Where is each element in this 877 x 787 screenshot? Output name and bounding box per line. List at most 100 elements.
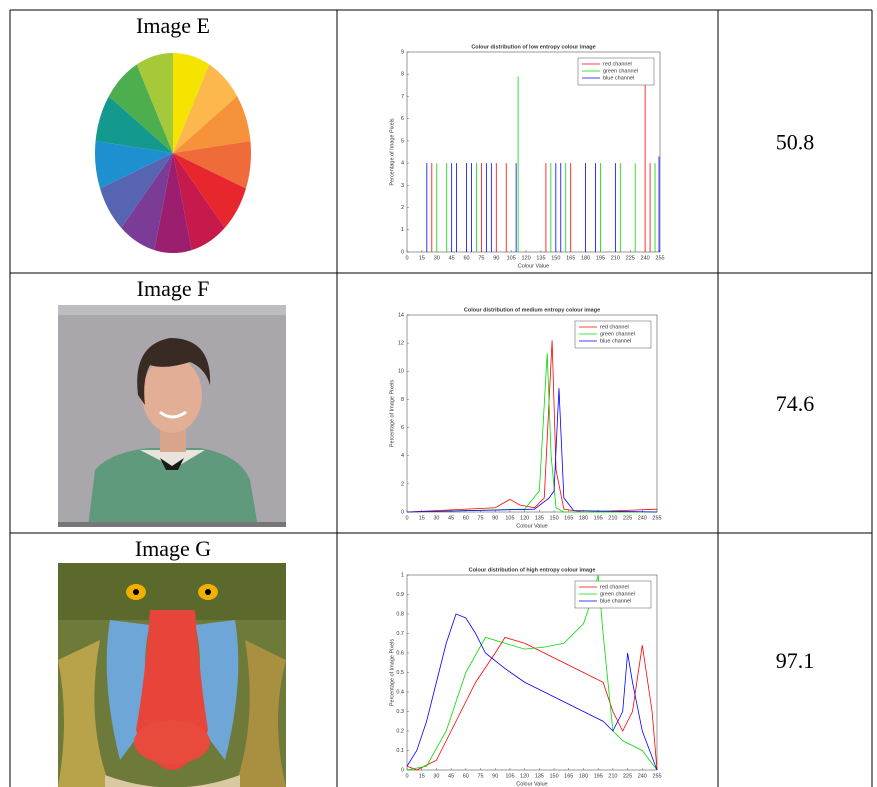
histogram-chart: Colour distribution of high entropy colo…: [389, 567, 661, 787]
entropy-value: 97.1: [776, 648, 815, 673]
x-tick-label: 255: [652, 515, 661, 521]
y-tick-label: 0.6: [396, 650, 404, 656]
x-tick-label: 165: [564, 515, 573, 521]
x-tick-label: 180: [581, 255, 590, 261]
y-tick-label: 1: [401, 572, 404, 578]
x-tick-label: 105: [505, 515, 514, 521]
image-f: [58, 305, 286, 527]
chart-title: Colour distribution of high entropy colo…: [469, 567, 596, 573]
x-tick-label: 150: [551, 255, 560, 261]
legend-label: blue channel: [603, 75, 634, 81]
y-tick-label: 0.4: [396, 689, 404, 695]
x-tick-label: 255: [655, 255, 664, 261]
x-tick-label: 0: [405, 515, 408, 521]
x-tick-label: 240: [638, 515, 647, 521]
image-e: [95, 53, 251, 253]
x-tick-label: 150: [549, 773, 558, 779]
y-tick-label: 0: [401, 767, 404, 773]
x-tick-label: 90: [492, 773, 498, 779]
y-tick-label: 6: [401, 425, 404, 431]
y-tick-label: 6: [401, 116, 404, 122]
x-tick-label: 210: [608, 773, 617, 779]
y-tick-label: 12: [398, 341, 404, 347]
y-tick-label: 4: [401, 453, 404, 459]
series-line: [407, 388, 657, 512]
x-tick-label: 225: [623, 773, 632, 779]
y-axis-label: Percentage of Image Pixels: [389, 118, 395, 186]
y-tick-label: 0.3: [396, 709, 404, 715]
y-tick-label: 7: [401, 94, 404, 100]
series-line: [407, 353, 657, 512]
x-tick-label: 195: [594, 773, 603, 779]
x-tick-label: 15: [419, 773, 425, 779]
x-tick-label: 15: [419, 255, 425, 261]
histogram-chart: Colour distribution of medium entropy co…: [389, 307, 661, 529]
x-tick-label: 75: [477, 773, 483, 779]
legend-label: red channel: [603, 61, 632, 67]
y-tick-label: 3: [401, 183, 404, 189]
x-tick-label: 75: [477, 515, 483, 521]
x-tick-label: 195: [596, 255, 605, 261]
series-line: [407, 637, 657, 770]
x-tick-label: 0: [405, 773, 408, 779]
x-tick-label: 135: [535, 515, 544, 521]
x-tick-label: 60: [463, 515, 469, 521]
entropy-value: 74.6: [776, 391, 815, 416]
image-label: Image F: [137, 276, 210, 301]
legend-label: red channel: [600, 584, 629, 590]
x-tick-label: 90: [493, 255, 499, 261]
y-tick-label: 2: [401, 481, 404, 487]
x-tick-label: 15: [419, 515, 425, 521]
x-tick-label: 195: [594, 515, 603, 521]
image-label: Image E: [136, 13, 210, 38]
y-tick-label: 8: [401, 397, 404, 403]
x-tick-label: 90: [492, 515, 498, 521]
chart-title: Colour distribution of medium entropy co…: [464, 307, 600, 313]
y-axis-label: Percentage of Image Pixels: [389, 380, 395, 448]
x-axis-label: Colour Value: [516, 523, 547, 529]
x-tick-label: 225: [623, 515, 632, 521]
y-tick-label: 5: [401, 138, 404, 144]
x-tick-label: 210: [608, 515, 617, 521]
x-tick-label: 165: [566, 255, 575, 261]
x-tick-label: 150: [549, 515, 558, 521]
x-tick-label: 30: [434, 255, 440, 261]
legend-label: green channel: [600, 591, 635, 597]
y-axis-label: Percentage of Image Pixels: [389, 639, 395, 707]
x-tick-label: 105: [505, 773, 514, 779]
x-tick-label: 45: [449, 255, 455, 261]
x-tick-label: 225: [626, 255, 635, 261]
image-label: Image G: [135, 536, 211, 561]
y-tick-label: 4: [401, 161, 404, 167]
legend-label: red channel: [600, 324, 629, 330]
x-tick-label: 105: [507, 255, 516, 261]
x-tick-label: 120: [520, 515, 529, 521]
entropy-value: 50.8: [776, 130, 815, 155]
legend-label: green channel: [603, 68, 638, 74]
y-tick-label: 9: [401, 49, 404, 55]
x-tick-label: 240: [638, 773, 647, 779]
y-tick-label: 0.2: [396, 728, 404, 734]
x-tick-label: 255: [652, 773, 661, 779]
y-tick-label: 0.9: [396, 592, 404, 598]
x-tick-label: 180: [579, 515, 588, 521]
x-tick-label: 180: [579, 773, 588, 779]
y-tick-label: 0: [401, 509, 404, 515]
x-tick-label: 60: [463, 255, 469, 261]
x-tick-label: 0: [405, 255, 408, 261]
y-tick-label: 10: [398, 369, 404, 375]
y-tick-label: 0.5: [396, 670, 404, 676]
x-tick-label: 60: [463, 773, 469, 779]
y-tick-label: 1: [401, 227, 404, 233]
x-tick-label: 45: [448, 515, 454, 521]
x-tick-label: 165: [564, 773, 573, 779]
y-tick-label: 2: [401, 205, 404, 211]
series-line: [407, 614, 657, 770]
x-tick-label: 120: [521, 255, 530, 261]
chart-title: Colour distribution of low entropy colou…: [471, 44, 595, 50]
legend-label: green channel: [600, 331, 635, 337]
y-tick-label: 14: [398, 312, 404, 318]
legend-label: blue channel: [600, 338, 631, 344]
x-tick-label: 135: [535, 773, 544, 779]
x-tick-label: 135: [536, 255, 545, 261]
